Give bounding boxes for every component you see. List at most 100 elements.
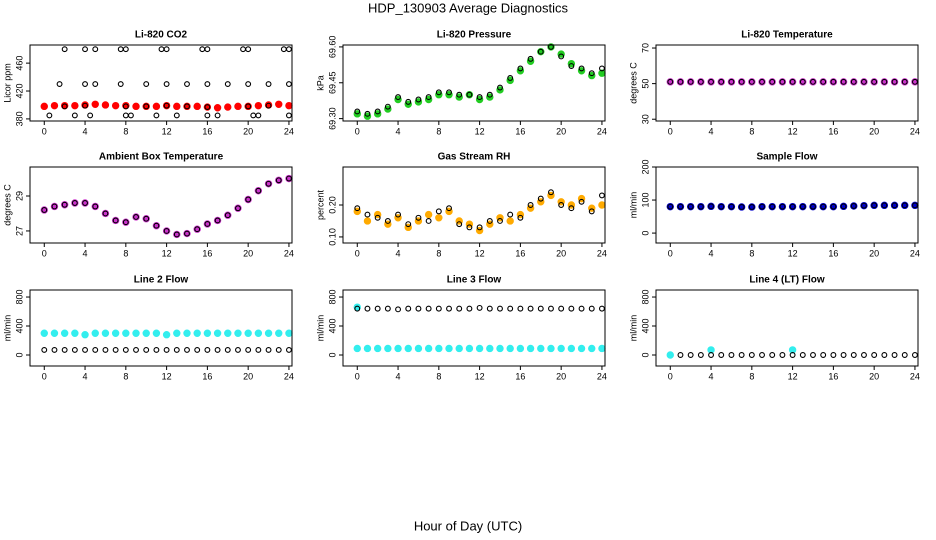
data-point	[184, 103, 190, 110]
data-point	[152, 329, 161, 337]
data-point	[163, 46, 170, 53]
data-point	[667, 78, 674, 85]
y-axis-label: degrees C	[2, 184, 12, 226]
panel-title: Li-820 CO2	[135, 30, 188, 41]
plot-frame	[655, 166, 919, 244]
data-point	[127, 112, 134, 119]
data-point	[466, 224, 473, 231]
data-point	[527, 305, 534, 312]
data-point	[234, 329, 242, 337]
data-point	[40, 102, 48, 111]
data-point	[82, 81, 89, 87]
x-tick-label: 16	[515, 248, 525, 258]
data-point	[558, 202, 565, 208]
data-point	[567, 344, 576, 353]
data-point	[132, 329, 140, 337]
data-point	[708, 78, 715, 85]
x-tick-label: 4	[83, 248, 88, 258]
plot-frame	[655, 44, 919, 122]
y-tick-label: 30	[640, 114, 650, 124]
data-point	[871, 78, 878, 85]
data-point	[81, 331, 89, 339]
data-point	[91, 329, 99, 337]
data-point	[102, 210, 109, 217]
y-tick-label: 0	[14, 352, 24, 357]
x-tick-label: 24	[597, 248, 607, 258]
x-tick-label: 4	[83, 371, 88, 381]
data-point	[861, 78, 867, 85]
data-point	[466, 91, 473, 98]
data-point	[71, 200, 78, 206]
y-tick-label: 70	[640, 43, 650, 53]
data-point	[871, 202, 878, 209]
x-tick-label: 4	[396, 126, 401, 136]
data-point	[122, 219, 129, 226]
data-point	[204, 46, 211, 53]
data-point	[244, 329, 252, 337]
data-point	[173, 346, 180, 353]
data-point	[506, 344, 514, 353]
data-point	[143, 215, 150, 222]
data-point	[578, 198, 585, 205]
data-point	[881, 202, 888, 209]
x-tick-label: 20	[243, 371, 253, 381]
data-point	[122, 112, 129, 119]
data-point	[143, 81, 150, 87]
data-point	[486, 305, 493, 312]
data-point	[254, 101, 263, 110]
data-point	[497, 305, 503, 312]
data-point	[415, 305, 422, 312]
data-point	[265, 102, 272, 109]
data-point	[486, 344, 494, 353]
data-point	[92, 46, 99, 53]
x-tick-label: 20	[243, 248, 253, 258]
y-tick-label: 400	[14, 318, 24, 333]
x-tick-label: 4	[709, 248, 714, 258]
data-point	[728, 352, 735, 358]
data-point	[759, 352, 765, 358]
x-tick-label: 12	[475, 371, 485, 381]
data-point	[112, 217, 119, 224]
data-point	[738, 204, 745, 210]
data-point	[850, 203, 857, 209]
y-tick-label: 0.10	[327, 228, 337, 246]
y-axis-label: ml/min	[628, 315, 638, 342]
data-point	[517, 214, 524, 221]
x-tick-label: 8	[436, 126, 441, 136]
data-point	[861, 352, 867, 358]
data-point	[254, 329, 263, 337]
x-tick-label: 8	[123, 371, 128, 381]
data-point	[687, 78, 694, 85]
data-point	[245, 46, 252, 53]
y-tick-label: 0.20	[327, 196, 337, 214]
data-point	[235, 205, 241, 212]
x-tick-label: 24	[597, 371, 607, 381]
data-point	[810, 352, 816, 358]
data-point	[718, 352, 725, 358]
data-point	[142, 329, 150, 337]
x-tick-label: 24	[284, 248, 294, 258]
data-point	[234, 102, 242, 111]
data-point	[224, 329, 232, 337]
y-axis-label: ml/min	[628, 192, 638, 219]
data-point	[204, 104, 211, 111]
x-tick-label: 20	[869, 371, 879, 381]
data-point	[507, 211, 514, 218]
data-point	[548, 189, 554, 196]
figure-title: HDP_130903 Average Diagnostics	[368, 0, 568, 15]
y-tick-label: 420	[14, 84, 24, 99]
data-point	[193, 329, 201, 337]
data-point	[497, 218, 503, 224]
data-point	[527, 202, 534, 208]
x-tick-label: 12	[475, 248, 485, 258]
data-point	[235, 346, 241, 353]
data-point	[830, 203, 837, 210]
data-point	[111, 329, 120, 337]
data-point	[830, 78, 837, 85]
x-tick-label: 16	[828, 126, 838, 136]
x-tick-label: 8	[749, 371, 754, 381]
x-tick-label: 24	[910, 126, 920, 136]
data-point	[446, 89, 452, 96]
x-tick-label: 12	[475, 126, 485, 136]
data-point	[354, 205, 361, 212]
